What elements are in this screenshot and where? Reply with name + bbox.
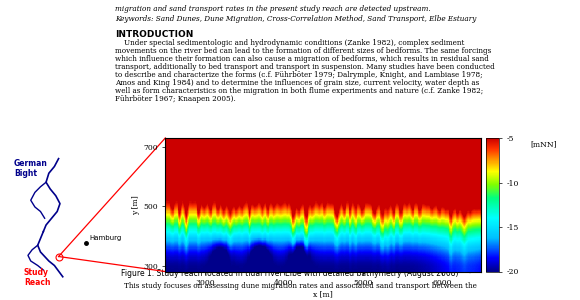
Text: German Bight: German Bight xyxy=(170,258,230,267)
Text: transport, additionally to bed transport and transport in suspension. Many studi: transport, additionally to bed transport… xyxy=(115,63,495,71)
Text: well as form characteristics on the migration in both flume experiments and natu: well as form characteristics on the migr… xyxy=(115,87,483,95)
Text: INTRODUCTION: INTRODUCTION xyxy=(115,30,193,39)
Text: migration and sand transport rates in the present study reach are detected upstr: migration and sand transport rates in th… xyxy=(115,5,430,13)
Text: Figure 1. Study reach located in tidal river Elbe with detailed bathymetry (Augu: Figure 1. Study reach located in tidal r… xyxy=(121,269,459,278)
X-axis label: x [m]: x [m] xyxy=(313,290,334,298)
Text: which influence their formation can also cause a migration of bedforms, which re: which influence their formation can also… xyxy=(115,55,489,63)
Text: This study focuses on assessing dune migration rates and associated sand transpo: This study focuses on assessing dune mig… xyxy=(115,282,477,290)
Text: movements on the river bed can lead to the formation of different sizes of bedfo: movements on the river bed can lead to t… xyxy=(115,47,491,55)
Text: Under special sedimentologic and hydrodynamic conditions (Zanke 1982), complex s: Under special sedimentologic and hydrody… xyxy=(115,39,465,47)
Text: Hamburg: Hamburg xyxy=(89,235,121,241)
Text: to describe and characterize the forms (c.f. Führböter 1979; Dalrymple, Knight, : to describe and characterize the forms (… xyxy=(115,71,483,79)
Text: Study
Reach: Study Reach xyxy=(24,268,50,287)
Y-axis label: y [m]: y [m] xyxy=(132,195,140,214)
Text: City of Hamburg: City of Hamburg xyxy=(367,258,438,267)
Text: Führböter 1967; Knaapen 2005).: Führböter 1967; Knaapen 2005). xyxy=(115,95,235,103)
Text: German
Bight: German Bight xyxy=(14,159,48,178)
Text: Amos and King 1984) and to determine the influences of grain size, current veloc: Amos and King 1984) and to determine the… xyxy=(115,79,479,87)
Text: Keywords: Sand Dunes, Dune Migration, Cross-Correlation Method, Sand Transport, : Keywords: Sand Dunes, Dune Migration, Cr… xyxy=(115,15,476,23)
Text: [mNN]: [mNN] xyxy=(531,141,557,149)
